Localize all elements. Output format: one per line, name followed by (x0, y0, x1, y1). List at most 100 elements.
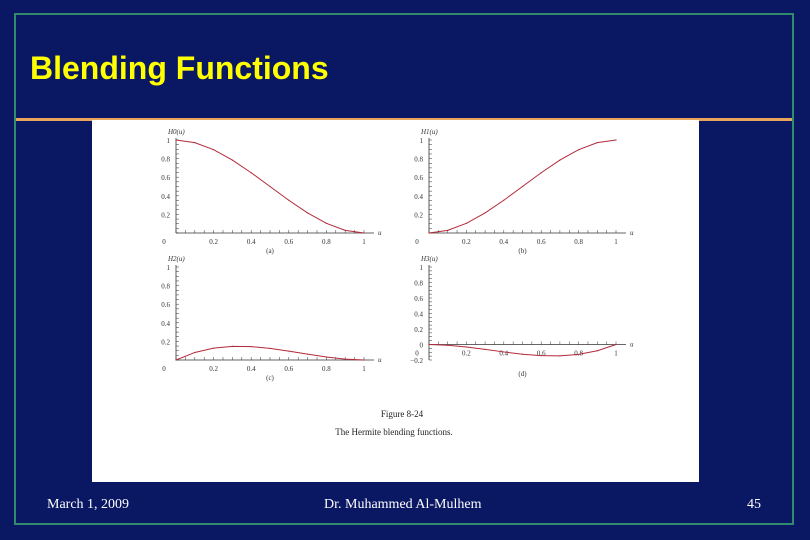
y-axis-label: H1(u) (420, 128, 438, 136)
x-tick-label: 1 (614, 350, 618, 358)
y-tick-label: 0.4 (414, 311, 423, 319)
x-axis-label: u (630, 341, 634, 349)
y-tick-label: 0.6 (161, 301, 170, 309)
footer-page-number: 45 (747, 497, 761, 512)
panel-label: (c) (266, 374, 274, 382)
y-tick-label: 0.8 (414, 156, 423, 164)
data-point (428, 232, 430, 234)
x-tick-label: 0.8 (574, 350, 583, 358)
data-point (269, 347, 271, 349)
x-tick-label: 0.4 (247, 365, 256, 373)
x-tick-label: 0 (415, 238, 419, 246)
figure-caption-number: Figure 8-24 (381, 409, 424, 419)
x-tick-label: 0.8 (322, 238, 331, 246)
data-point (250, 172, 252, 174)
y-tick-label: 1 (420, 137, 424, 145)
data-point (307, 353, 309, 355)
data-point (615, 139, 617, 141)
footer-author: Dr. Muhammed Al-Mulhem (324, 497, 482, 512)
data-point (465, 222, 467, 224)
panel-label: (d) (518, 370, 527, 378)
x-tick-label: 0.4 (499, 350, 508, 358)
data-point (175, 359, 177, 361)
data-point (213, 347, 215, 349)
y-tick-label: 0.2 (161, 211, 170, 219)
x-tick-label: 0.2 (462, 350, 471, 358)
y-axis-label: H0(u) (167, 128, 185, 136)
data-point (540, 172, 542, 174)
data-point (344, 358, 346, 360)
data-point (288, 350, 290, 352)
slide-title: Blending Functions (30, 50, 329, 86)
data-point (428, 343, 430, 346)
x-tick-label: 0.4 (499, 238, 508, 246)
x-tick-label: 0.6 (284, 365, 293, 373)
data-point (521, 185, 524, 188)
data-point (615, 343, 617, 346)
data-point (325, 222, 327, 224)
y-tick-label: 0.6 (414, 174, 423, 182)
data-point (484, 348, 486, 350)
panel-a: 0.20.40.60.810 0.2 0.4 0.6 0.8 1H0(u)u(a) (161, 128, 382, 255)
y-tick-label: 0.8 (161, 156, 170, 164)
y-tick-label: 0.2 (414, 326, 423, 334)
y-tick-label: 0.8 (414, 280, 423, 288)
x-tick-label: 0 (415, 350, 419, 358)
x-tick-label: 0.8 (322, 365, 331, 373)
x-axis-label: u (378, 356, 382, 364)
x-tick-label: 0.8 (574, 238, 583, 246)
y-tick-label: 0.2 (161, 338, 170, 346)
data-point (484, 212, 486, 214)
data-point (559, 159, 561, 161)
panel-label: (b) (518, 247, 527, 255)
x-tick-label: 0.2 (462, 238, 471, 246)
data-point (559, 355, 561, 357)
y-tick-label: 1 (167, 137, 171, 145)
data-point (250, 346, 252, 348)
figure-caption-text: The Hermite blending functions. (335, 427, 452, 437)
data-point (578, 149, 580, 151)
y-tick-label: 0.2 (414, 211, 423, 219)
data-point (288, 199, 290, 201)
data-point (578, 353, 580, 356)
data-point (231, 159, 233, 161)
panel-label: (a) (266, 247, 274, 255)
y-tick-label: −0.2 (410, 357, 423, 365)
x-tick-label: 0.6 (284, 238, 293, 246)
y-tick-label: 0.4 (161, 193, 170, 201)
data-point (363, 232, 365, 234)
y-tick-label: 0.4 (414, 193, 423, 201)
x-tick-label: 0 (162, 365, 166, 373)
data-point (307, 212, 309, 214)
data-point (344, 229, 346, 231)
y-tick-label: 0.6 (414, 295, 423, 303)
data-point (596, 142, 598, 144)
data-point (363, 359, 365, 361)
panel-c: 0.20.40.60.810 0.2 0.4 0.6 0.8 1H2(u)u(c) (161, 255, 382, 382)
slide-frame (14, 13, 794, 525)
data-point (194, 142, 196, 144)
x-tick-label: 0.2 (209, 238, 218, 246)
hermite-blending-plots: 0.20.40.60.810 0.2 0.4 0.6 0.8 1H0(u)u(a)0.20… (161, 128, 634, 437)
data-point (465, 346, 467, 348)
x-tick-label: 1 (614, 238, 618, 246)
footer-date: March 1, 2009 (47, 497, 130, 512)
data-point (447, 229, 449, 231)
data-point (596, 350, 598, 352)
y-tick-label: 0.4 (161, 320, 170, 328)
y-tick-label: 0.8 (161, 283, 170, 291)
x-tick-label: 0 (162, 238, 166, 246)
x-tick-label: 1 (362, 365, 366, 373)
data-point (325, 356, 327, 358)
data-point (447, 344, 449, 346)
x-tick-label: 0.4 (247, 238, 256, 246)
x-tick-label: 1 (362, 238, 366, 246)
data-point (213, 149, 215, 151)
data-point (175, 139, 177, 141)
y-tick-label: 0.6 (161, 174, 170, 182)
y-axis-label: H3(u) (420, 255, 438, 263)
x-tick-label: 0.6 (537, 238, 546, 246)
x-axis-label: u (630, 229, 634, 237)
y-tick-label: 0 (420, 342, 424, 350)
data-point (521, 353, 524, 355)
